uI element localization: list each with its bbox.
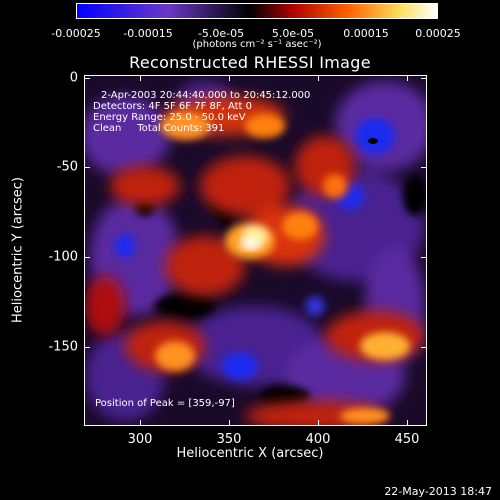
info-detectors: Detectors: 4F 5F 6F 7F 8F, Att 0 — [93, 101, 253, 112]
colorbar-label-5: 0.00025 — [415, 27, 461, 40]
x-tick-label: 400 — [305, 432, 331, 447]
colorbar-label-1: -0.00015 — [123, 27, 173, 40]
colorbar-units: (photons cm⁻² s⁻¹ asec⁻²) — [192, 39, 322, 50]
y-tick-label: -50 — [56, 159, 78, 175]
colorbar — [76, 3, 438, 19]
colorbar-label-4: 0.00015 — [343, 27, 389, 40]
x-tick-label: 300 — [127, 432, 153, 447]
x-axis-label: Heliocentric X (arcsec) — [176, 446, 324, 461]
colorbar-label-0: -0.00025 — [51, 27, 101, 40]
y-tick-label: -150 — [48, 339, 78, 355]
y-tick-label: 0 — [69, 70, 78, 86]
y-axis-label: Heliocentric Y (arcsec) — [10, 177, 26, 323]
footer-timestamp: 22-May-2013 18:47 — [384, 485, 492, 498]
image-plot: 2-Apr-2003 20:44:40.000 to 20:45:12.000 … — [84, 75, 427, 426]
x-tick-label: 450 — [394, 432, 420, 447]
y-tick-label: -100 — [48, 249, 78, 265]
x-tick-label: 350 — [216, 432, 242, 447]
rhessi-image — [85, 76, 426, 425]
info-peak-position: Position of Peak = [359,-97] — [95, 398, 235, 409]
colorbar-label-3: 5.0e-05 — [271, 27, 315, 40]
info-energy-range: Energy Range: 25.0 - 50.0 keV — [93, 112, 246, 123]
plot-title: Reconstructed RHESSI Image — [129, 53, 371, 72]
info-clean-counts: Clean Total Counts: 391 — [93, 123, 225, 134]
colorbar-label-2: -5.0e-05 — [197, 27, 245, 40]
info-time-range: 2-Apr-2003 20:44:40.000 to 20:45:12.000 — [101, 90, 311, 101]
